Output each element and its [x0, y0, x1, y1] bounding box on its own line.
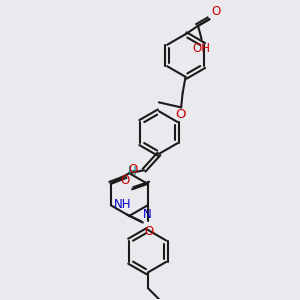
Text: O: O — [212, 5, 220, 18]
Text: N: N — [143, 208, 152, 220]
Text: H: H — [128, 165, 137, 178]
Text: O: O — [175, 108, 186, 121]
Text: O: O — [144, 225, 154, 238]
Text: OH: OH — [193, 42, 211, 55]
Text: O: O — [121, 174, 130, 188]
Text: NH: NH — [114, 198, 132, 211]
Text: O: O — [128, 163, 137, 176]
